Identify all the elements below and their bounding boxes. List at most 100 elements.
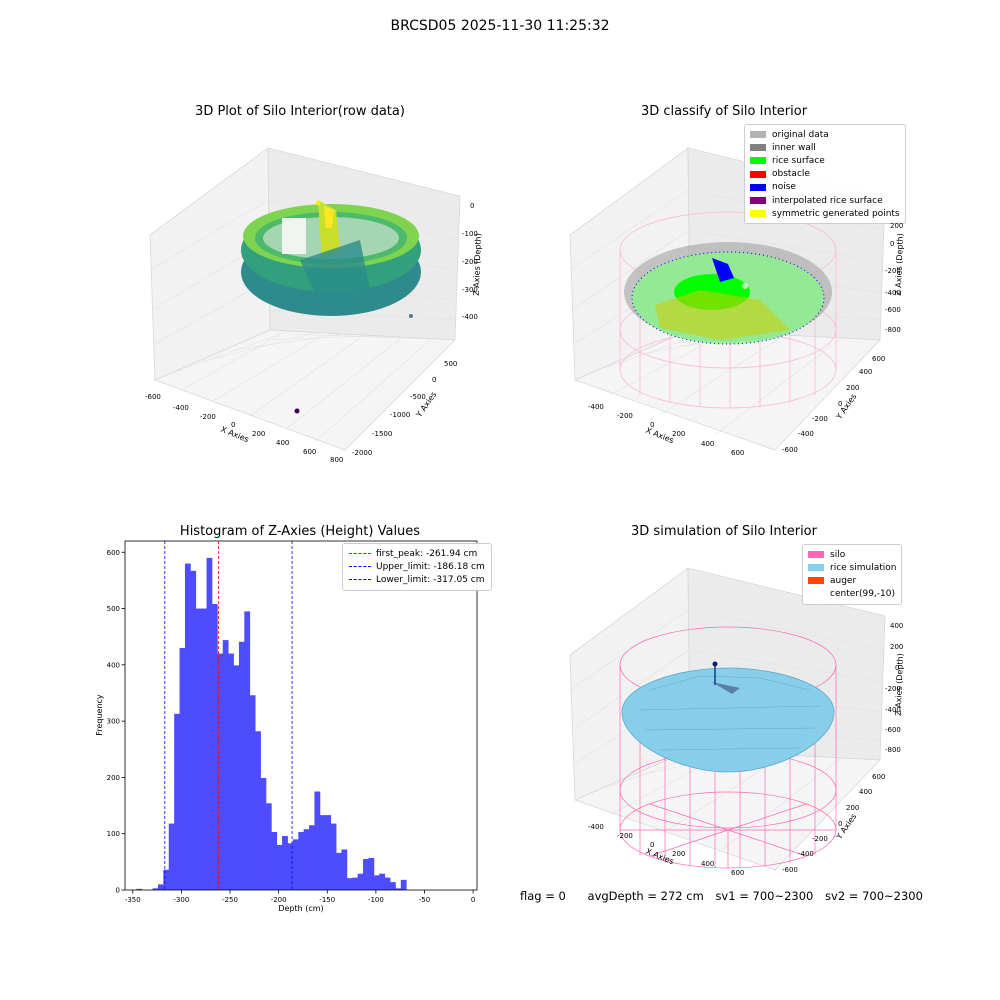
y-tick-label: 100 xyxy=(107,830,120,838)
histogram-bar xyxy=(319,815,326,890)
histogram-bar xyxy=(163,869,170,890)
simulation-rice-surface xyxy=(621,661,835,773)
histogram-bar xyxy=(373,875,380,890)
x-tick-label: 0 xyxy=(471,896,475,904)
flag-status: flag = 0 xyxy=(520,889,566,903)
histogram-bar xyxy=(395,888,402,890)
histogram-bar xyxy=(222,640,229,890)
histogram-bar xyxy=(276,844,283,890)
status-footer: flag = 0 avgDepth = 272 cm sv1 = 700~230… xyxy=(520,889,931,903)
histogram-bar xyxy=(265,803,272,890)
histogram-bar xyxy=(341,849,348,890)
classify-legend-item: noise xyxy=(750,181,900,194)
histogram-bar xyxy=(292,839,299,890)
simulation-legend-item: silo xyxy=(808,548,896,561)
simulation-z-label: Z Axies (Depth) xyxy=(893,653,905,716)
classify-x-label: X Axies xyxy=(644,425,676,446)
y-tick-label: 400 xyxy=(107,661,120,669)
histogram-bar xyxy=(314,791,321,890)
histogram-bar xyxy=(211,604,218,890)
raw-plot-title: 3D Plot of Silo Interior(row data) xyxy=(195,104,405,119)
histogram-bar xyxy=(282,835,288,890)
y-tick-label: 500 xyxy=(107,605,120,613)
simulation-plot-title: 3D simulation of Silo Interior xyxy=(631,524,817,539)
y-tick-label: 300 xyxy=(107,718,120,726)
histogram-bar xyxy=(400,879,407,890)
histogram-bar xyxy=(363,859,369,890)
histogram-bar xyxy=(260,777,267,890)
histogram-vlines xyxy=(164,541,293,890)
histogram-bar xyxy=(303,829,310,890)
histogram-bar xyxy=(195,608,202,890)
classify-legend-item: rice surface xyxy=(750,154,900,167)
histogram-bar xyxy=(384,877,391,890)
histogram-bar xyxy=(325,815,332,890)
histogram-bar xyxy=(309,825,315,890)
x-tick-label: -150 xyxy=(319,896,335,904)
histogram-bar xyxy=(336,852,342,890)
histogram-bar xyxy=(357,873,364,890)
classify-legend-item: interpolated rice surface xyxy=(750,194,900,207)
histogram-bar xyxy=(298,832,305,890)
sv2-status: sv2 = 700~2300 xyxy=(825,889,923,903)
histogram-bar xyxy=(179,647,186,890)
classify-z-label: Z Axies (Depth) xyxy=(893,233,905,296)
histogram-legend-item: first_peak: -261.94 cm xyxy=(349,547,485,560)
simulation-legend-item: center(99,-10) xyxy=(830,589,895,600)
avg-depth-status: avgDepth = 272 cm xyxy=(587,889,704,903)
histogram-bar xyxy=(157,884,164,890)
raw-3d-box xyxy=(149,147,461,451)
y-tick-label: 0 xyxy=(116,887,120,895)
histogram-bar xyxy=(368,857,375,890)
histogram-bar xyxy=(201,608,207,890)
simulation-legend-item: auger xyxy=(808,574,896,587)
histogram-bar xyxy=(287,843,294,890)
histogram-bar xyxy=(249,695,256,890)
histogram-title: Histogram of Z-Axies (Height) Values xyxy=(179,524,421,539)
histogram-bar xyxy=(330,823,337,890)
histogram-bar xyxy=(271,832,278,890)
simulation-legend-item: rice simulation xyxy=(808,561,896,574)
histogram-bar xyxy=(255,731,261,890)
histogram-bar xyxy=(352,877,359,890)
x-tick-label: -100 xyxy=(368,896,384,904)
histogram-bar xyxy=(238,641,245,890)
x-tick-label: -250 xyxy=(222,896,238,904)
x-tick-label: -350 xyxy=(125,896,141,904)
classify-legend-item: obstacle xyxy=(750,168,900,181)
classify-legend: original data inner wall rice surface ob… xyxy=(744,124,906,225)
classify-legend-item: inner wall xyxy=(750,141,900,154)
histogram-bar xyxy=(346,878,353,890)
histogram-bar xyxy=(190,570,197,890)
histogram-bars xyxy=(136,557,407,890)
histogram-bar xyxy=(233,665,240,890)
histogram-bar xyxy=(390,882,396,890)
x-tick-label: -200 xyxy=(271,896,287,904)
histogram-y-label: Frequency xyxy=(95,694,104,736)
y-tick-label: 600 xyxy=(107,549,120,557)
histogram-bar xyxy=(184,563,191,890)
histogram-bar xyxy=(244,611,251,890)
x-tick-label: -300 xyxy=(173,896,189,904)
histogram-x-ticks: -350 -300 -250 -200 -150 -100 -50 0 xyxy=(125,890,475,904)
histogram-legend: first_peak: -261.94 cm Upper_limit: -186… xyxy=(342,543,492,591)
histogram-legend-item: Upper_limit: -186.18 cm xyxy=(349,560,485,573)
classify-legend-item: original data xyxy=(750,128,900,141)
histogram-frame xyxy=(124,540,478,891)
histogram-bar xyxy=(168,823,175,890)
classify-silo-cylinder xyxy=(619,211,837,409)
simulation-x-label: X Axies xyxy=(644,846,676,867)
histogram-y-ticks: 0 100 200 300 400 500 600 xyxy=(107,549,125,895)
histogram-legend-item: Lower_limit: -317.05 cm xyxy=(349,573,485,586)
sv1-status: sv1 = 700~2300 xyxy=(715,889,814,903)
histogram-bar xyxy=(136,888,143,890)
simulation-silo-wireframe xyxy=(619,626,837,869)
simulation-legend: silo rice simulation auger center(99,-10… xyxy=(802,544,903,605)
x-tick-label: -50 xyxy=(419,896,430,904)
histogram-bar xyxy=(379,873,386,890)
raw-z-label: Z Axies (Depth) xyxy=(471,233,483,296)
raw-point-cloud xyxy=(241,200,421,414)
histogram-x-label: Depth (cm) xyxy=(278,904,323,913)
figure-title: BRCSD05 2025-11-30 11:25:32 xyxy=(390,18,610,34)
histogram-bar xyxy=(228,653,234,890)
